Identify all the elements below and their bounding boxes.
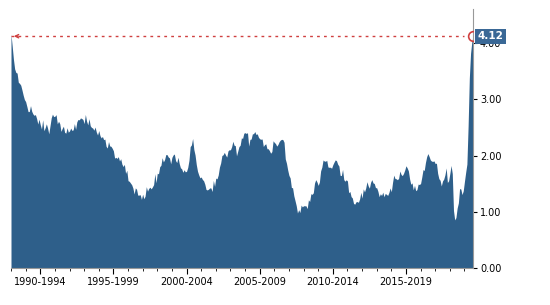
Text: 4.12: 4.12 [477, 31, 503, 41]
